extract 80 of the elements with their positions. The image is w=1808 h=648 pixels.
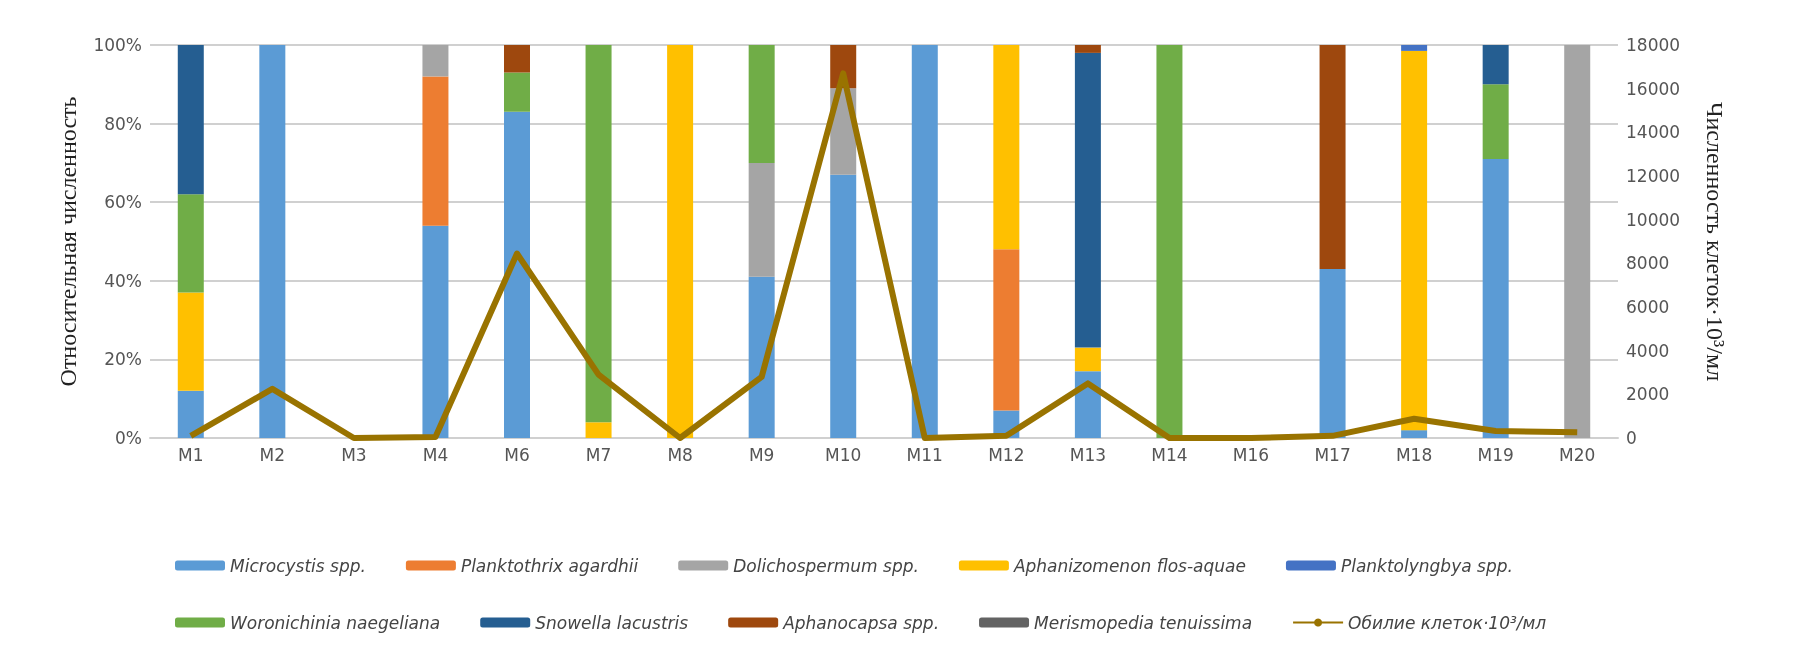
bar — [748, 162, 775, 277]
legend-label: Planktothrix agardhii — [460, 555, 639, 576]
legend-label: Aphanizomenon flos-aquae — [1012, 555, 1246, 576]
y2-tick-label: 16000 — [1626, 78, 1681, 99]
y2-tick-label: 18000 — [1626, 35, 1681, 55]
y2-tick-label: 10000 — [1626, 209, 1681, 230]
x-tick-label: M14 — [1151, 444, 1188, 465]
bar — [585, 45, 612, 423]
y2-tick-label: 6000 — [1626, 297, 1670, 317]
bar — [504, 45, 530, 73]
bar — [504, 111, 530, 438]
bar — [993, 249, 1020, 411]
bar — [504, 72, 530, 112]
x-tick-label: M13 — [1069, 444, 1107, 465]
x-tick-label: M10 — [825, 444, 862, 465]
x-tick-label: M19 — [1477, 444, 1514, 465]
bar — [1319, 45, 1346, 270]
y2-tick-label: 0 — [1626, 428, 1637, 448]
legend-label: Woronichinia naegeliana — [230, 612, 441, 633]
bar — [667, 45, 694, 438]
legend-label: Planktolyngbya spp. — [1340, 555, 1513, 576]
bar — [1401, 430, 1428, 438]
legend-label: Merismopedia tenuissima — [1034, 612, 1253, 633]
bar — [422, 45, 449, 77]
y-tick-label: 60% — [104, 192, 142, 213]
bar — [993, 45, 1020, 250]
bar — [1074, 45, 1101, 53]
x-tick-label: M8 — [667, 444, 693, 465]
bar — [1564, 45, 1591, 438]
y2-axis-title: Численность клеток·10³/мл — [1702, 101, 1728, 382]
legend-label: Microcystis spp. — [230, 555, 366, 576]
y-tick-label: 20% — [104, 349, 142, 370]
bar — [1482, 84, 1509, 159]
bar — [911, 45, 938, 438]
y2-tick-label: 4000 — [1626, 340, 1670, 361]
y-tick-label: 80% — [104, 113, 142, 134]
y-axis-title: Относительная численность — [55, 96, 81, 387]
bar — [1156, 45, 1183, 438]
x-tick-label: M4 — [422, 444, 449, 465]
bar — [177, 194, 204, 293]
x-tick-label: M18 — [1395, 444, 1433, 465]
bar — [177, 292, 204, 391]
bar — [1401, 50, 1428, 431]
legend-label: Snowella lacustris — [535, 612, 689, 633]
x-tick-label: M16 — [1232, 444, 1270, 465]
y-tick-label: 0% — [115, 428, 142, 448]
bar — [830, 174, 857, 438]
y-tick-label: 100% — [93, 35, 142, 55]
bar — [1482, 45, 1509, 85]
legend-label: Aphanocapsa spp. — [782, 612, 940, 633]
x-tick-label: M11 — [906, 444, 943, 465]
y2-tick-label: 2000 — [1626, 384, 1670, 405]
bar — [1074, 347, 1101, 372]
y2-tick-label: 14000 — [1626, 122, 1681, 143]
bar — [259, 45, 286, 438]
bar — [748, 276, 775, 438]
bar — [177, 390, 204, 438]
bar — [585, 422, 612, 438]
x-tick-label: M2 — [259, 444, 286, 465]
x-tick-label: M1 — [178, 444, 204, 465]
y-tick-label: 40% — [104, 270, 142, 291]
bar — [1074, 52, 1101, 348]
bar — [1482, 158, 1509, 438]
bar — [1401, 45, 1428, 51]
bar — [422, 76, 449, 226]
bar — [1319, 269, 1346, 438]
legend-label: Обилие клеток·10³/мл — [1348, 612, 1547, 633]
legend-label: Dolichospermum spp. — [733, 555, 919, 576]
y2-tick-label: 12000 — [1626, 166, 1681, 186]
y2-tick-label: 8000 — [1626, 253, 1670, 274]
x-tick-label: M7 — [585, 444, 612, 465]
bar — [177, 45, 204, 195]
x-tick-label: M9 — [748, 444, 775, 465]
x-tick-label: M6 — [504, 444, 530, 465]
x-tick-label: M20 — [1559, 444, 1596, 465]
x-tick-label: M17 — [1314, 444, 1351, 465]
bar — [748, 45, 775, 163]
x-tick-label: M12 — [988, 444, 1025, 465]
bar — [422, 225, 449, 438]
x-tick-label: M3 — [341, 444, 367, 465]
